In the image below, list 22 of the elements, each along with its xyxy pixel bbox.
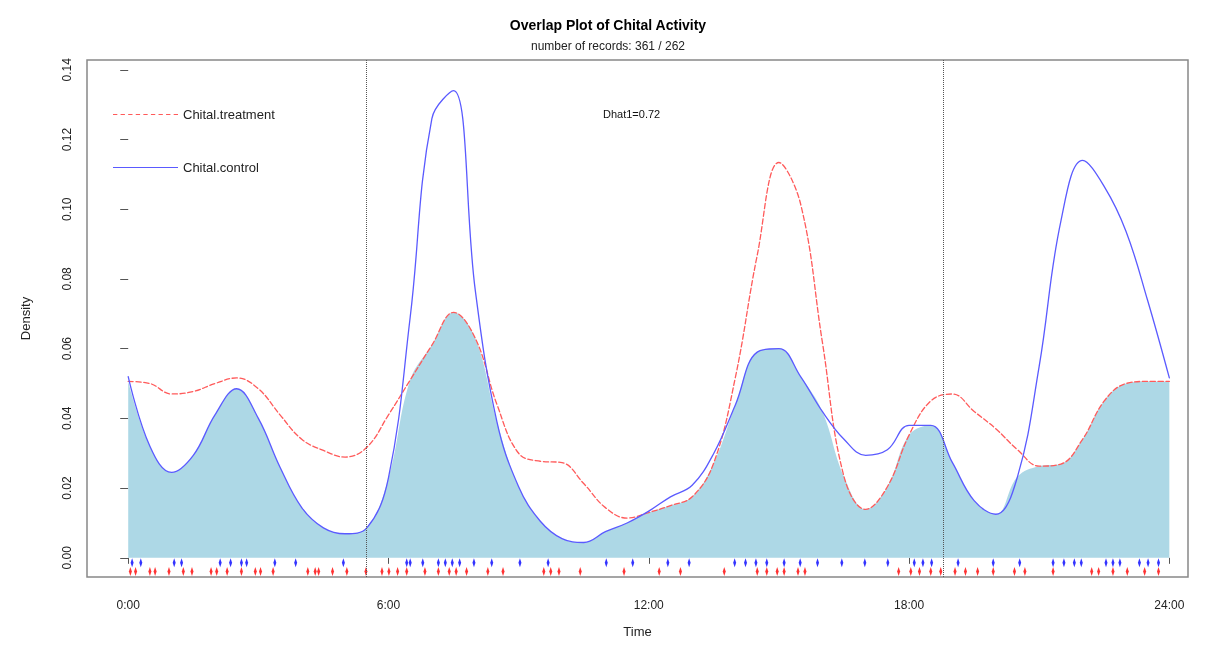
x-axis-title: Time: [623, 624, 652, 639]
y-axis-title: Density: [18, 296, 33, 341]
y-tick-label: 0.08: [60, 266, 74, 291]
y-tick-label: 0.00: [60, 545, 74, 570]
line-series: [127, 161, 1170, 519]
chart-subtitle: number of records: 361 / 262: [530, 39, 686, 53]
legend-label: Chital.treatment: [183, 107, 276, 122]
x-tick-label: 6:00: [376, 598, 401, 612]
y-tick-label: 0.04: [60, 406, 74, 431]
legend-label: Chital.control: [183, 160, 259, 175]
annotation: Dhat1=0.72: [603, 107, 661, 120]
y-tick-label: 0.10: [60, 197, 74, 221]
y-tick-label: 0.06: [60, 336, 74, 361]
y-tick-label: 0.12: [60, 127, 74, 152]
x-tick-label: 18:00: [894, 598, 925, 612]
line-series: [127, 90, 1170, 544]
y-tick-label: 0.02: [60, 476, 74, 500]
x-tick-label: 24:00: [1154, 598, 1185, 612]
x-tick-label: 0:00: [116, 598, 141, 612]
y-tick-label: 0.14: [60, 57, 74, 82]
chart-title: Overlap Plot of Chital Activity: [509, 17, 707, 33]
x-tick-label: 12:00: [633, 598, 665, 612]
